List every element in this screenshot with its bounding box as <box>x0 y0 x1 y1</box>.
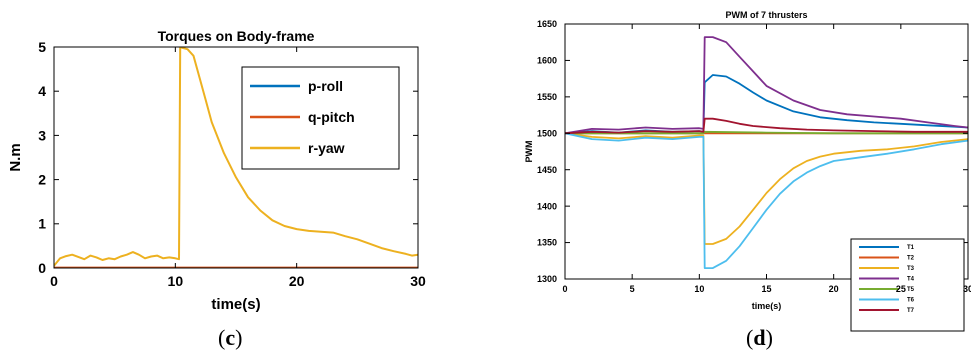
chart-title: Torques on Body-frame <box>158 28 315 44</box>
series-line-T7 <box>565 117 968 135</box>
legend-label-p-roll: p-roll <box>308 78 343 94</box>
x-tick-label: 5 <box>630 284 635 294</box>
x-axis-label: time(s) <box>752 301 782 311</box>
series-line-T4 <box>565 36 968 135</box>
y-tick-label: 3 <box>38 127 46 143</box>
series-line-r-yaw <box>54 47 418 267</box>
y-tick-label: 1450 <box>537 165 557 175</box>
y-tick-label: 4 <box>38 83 46 99</box>
legend-label-T2: T2 <box>907 256 915 262</box>
x-tick-label: 20 <box>289 273 305 289</box>
y-tick-label: 1300 <box>537 274 557 284</box>
x-tick-label: 15 <box>761 284 771 294</box>
plot-frame <box>53 46 419 269</box>
x-tick-label: 30 <box>410 273 426 289</box>
y-tick-label: 1600 <box>537 56 557 66</box>
x-tick-label: 10 <box>694 284 704 294</box>
legend-box <box>850 238 965 332</box>
y-tick-label: 0 <box>38 260 46 276</box>
x-tick-label: 10 <box>168 273 184 289</box>
x-tick-label: 25 <box>896 284 906 294</box>
legend-label-T7: T7 <box>907 308 915 314</box>
y-axis-label: N.m <box>7 143 24 171</box>
y-tick-label: 1 <box>38 216 46 232</box>
y-tick-label: 1650 <box>537 19 557 29</box>
x-tick-label: 0 <box>50 273 58 289</box>
legend-label-r-yaw: r-yaw <box>308 140 345 156</box>
series-line-T6 <box>565 132 968 270</box>
legend-label-T6: T6 <box>907 298 915 304</box>
series-line-T5 <box>565 130 968 135</box>
y-tick-label: 2 <box>38 172 46 188</box>
x-tick-label: 30 <box>963 284 971 294</box>
x-tick-label: 20 <box>829 284 839 294</box>
chart-c <box>53 46 419 269</box>
panel-label-c: (c) <box>218 325 243 350</box>
y-axis-label: PWM <box>524 141 534 163</box>
y-tick-label: 1400 <box>537 201 557 211</box>
chart-title: PWM of 7 thrusters <box>725 10 807 20</box>
y-tick-label: 1500 <box>537 128 557 138</box>
y-tick-label: 1350 <box>537 238 557 248</box>
legend-label-T5: T5 <box>907 287 915 293</box>
x-axis-label: time(s) <box>211 296 260 313</box>
legend-label-T3: T3 <box>907 266 915 272</box>
y-tick-label: 5 <box>38 39 46 55</box>
legend-label-T1: T1 <box>907 245 915 251</box>
legend-label-T4: T4 <box>907 277 915 283</box>
x-tick-label: 0 <box>562 284 567 294</box>
series-line-T1 <box>565 74 968 135</box>
series-line-T3 <box>565 132 968 245</box>
y-tick-label: 1550 <box>537 92 557 102</box>
legend-label-q-pitch: q-pitch <box>308 109 355 125</box>
panel-label-d: (d) <box>746 325 773 350</box>
chart-d <box>564 23 969 332</box>
